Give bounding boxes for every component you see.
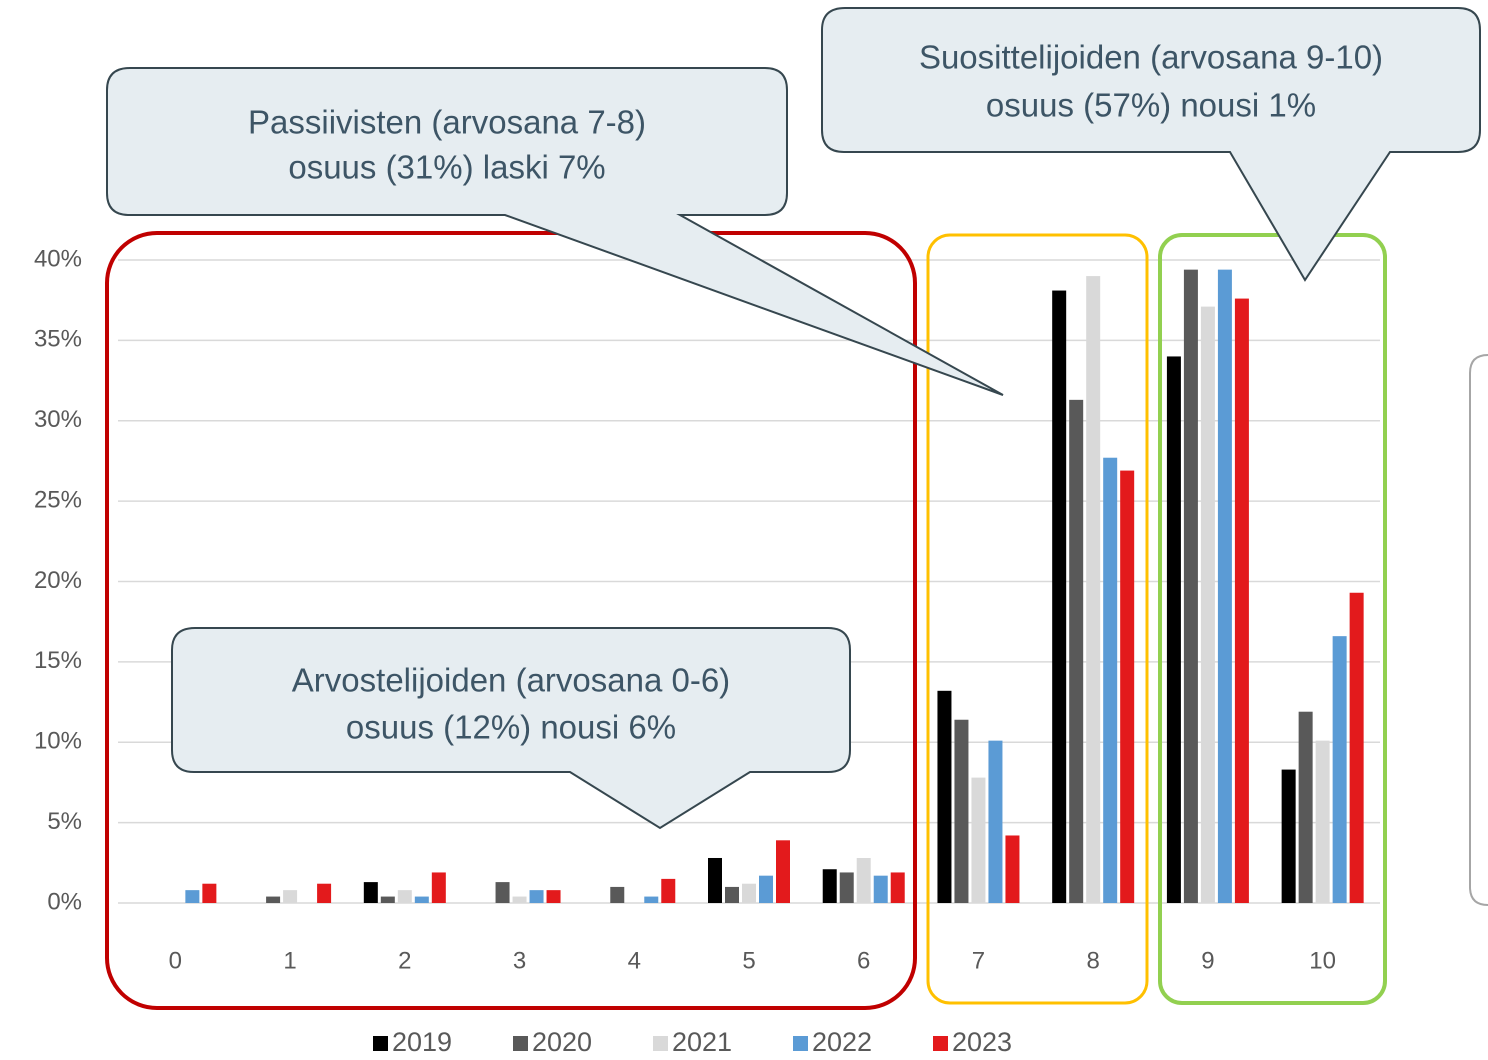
x-tick-label: 8 <box>1087 947 1100 974</box>
x-tick-label: 5 <box>742 947 755 974</box>
bar <box>1052 290 1067 904</box>
legend-swatch <box>653 1036 668 1051</box>
y-tick-label: 25% <box>34 486 82 513</box>
bar <box>1234 298 1249 904</box>
bar <box>380 896 395 903</box>
x-tick-label: 10 <box>1309 947 1336 974</box>
bar <box>1183 269 1198 903</box>
bar <box>512 896 527 903</box>
bar <box>1281 769 1296 903</box>
annotation: osuus (57%) nousi 1% <box>986 87 1316 124</box>
y-tick-label: 20% <box>34 567 82 594</box>
side-panel <box>1469 354 1488 906</box>
callout <box>106 67 1004 396</box>
bar <box>1120 470 1135 903</box>
legend-label: 2019 <box>392 1027 452 1057</box>
y-tick-label: 15% <box>34 647 82 674</box>
y-tick-label: 0% <box>47 888 82 915</box>
x-tick-label: 3 <box>513 947 526 974</box>
bar <box>839 872 854 903</box>
legend-swatch <box>373 1036 388 1051</box>
bar <box>725 886 739 903</box>
bar <box>363 882 378 903</box>
bar <box>185 890 200 903</box>
annotation: osuus (31%) laski 7% <box>288 149 605 186</box>
bar <box>266 896 281 903</box>
legend-label: 2023 <box>952 1027 1012 1057</box>
bar <box>1200 306 1215 903</box>
bar <box>495 882 510 903</box>
bar <box>873 875 888 903</box>
x-tick-label: 4 <box>628 947 641 974</box>
bar <box>1103 457 1118 903</box>
bar <box>1332 636 1347 903</box>
bar <box>529 890 544 903</box>
promoters-box <box>1158 233 1387 1005</box>
annotation: osuus (12%) nousi 6% <box>346 709 676 746</box>
bar <box>937 690 952 903</box>
bar <box>1315 740 1330 903</box>
bar <box>644 896 659 903</box>
y-tick-label: 40% <box>34 245 82 272</box>
bar <box>776 840 790 903</box>
y-tick-label: 30% <box>34 406 82 433</box>
legend-label: 2020 <box>532 1027 592 1057</box>
bar <box>1005 835 1020 903</box>
x-tick-label: 1 <box>283 947 296 974</box>
legend-swatch <box>793 1036 808 1051</box>
bar <box>1217 269 1232 903</box>
bar <box>610 886 625 903</box>
x-tick-label: 0 <box>169 947 182 974</box>
bar <box>1086 276 1101 903</box>
bar <box>1298 711 1313 903</box>
legend-label: 2022 <box>812 1027 872 1057</box>
y-tick-label: 35% <box>34 326 82 353</box>
bar <box>742 883 756 903</box>
bar <box>397 890 412 903</box>
bar <box>317 883 332 903</box>
detractors-box <box>105 231 917 1010</box>
bar <box>971 777 986 903</box>
bar <box>1069 399 1084 903</box>
bar <box>661 878 676 903</box>
bar <box>890 872 905 903</box>
bar <box>283 890 298 903</box>
y-tick-label: 5% <box>47 808 82 835</box>
bar <box>954 719 969 903</box>
annotation: Suosittelijoiden (arvosana 9-10) <box>919 39 1383 76</box>
callout <box>171 627 851 830</box>
x-tick-label: 7 <box>972 947 985 974</box>
bar <box>1349 592 1364 903</box>
passives-box <box>926 233 1149 1005</box>
bar <box>546 890 561 903</box>
bar <box>856 857 871 903</box>
legend-swatch <box>933 1036 948 1051</box>
legend-label: 2021 <box>672 1027 732 1057</box>
bar <box>988 740 1003 903</box>
callout <box>821 7 1481 282</box>
x-tick-label: 2 <box>398 947 411 974</box>
bar <box>202 883 217 903</box>
bar <box>822 869 837 903</box>
x-tick-label: 6 <box>857 947 870 974</box>
bar <box>414 896 429 903</box>
legend-swatch <box>513 1036 528 1051</box>
bar <box>431 872 446 903</box>
annotation: Passiivisten (arvosana 7-8) <box>248 104 646 141</box>
annotation: Arvostelijoiden (arvosana 0-6) <box>292 662 730 699</box>
x-tick-label: 9 <box>1201 947 1214 974</box>
bar <box>1166 356 1181 903</box>
bars <box>185 269 1364 904</box>
y-tick-label: 10% <box>34 728 82 755</box>
bar <box>759 875 773 903</box>
bar <box>708 857 722 903</box>
